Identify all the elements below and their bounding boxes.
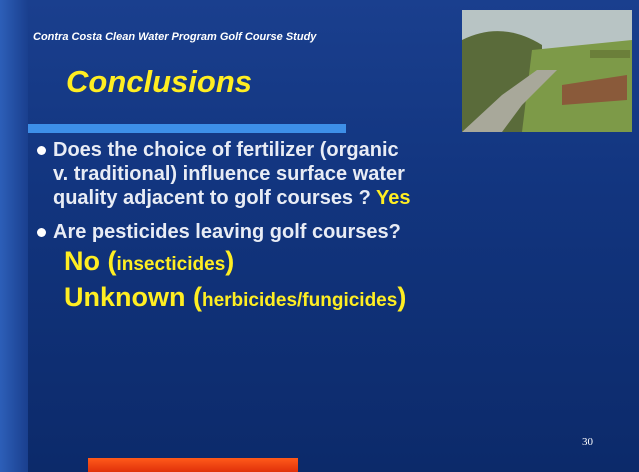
footer-bar [88,458,298,472]
answer-lead: No ( [64,246,116,276]
answer: Yes [376,187,410,209]
answer-close: ) [225,246,234,276]
bullet-dot [37,146,46,155]
bullet-line: v. traditional) influence surface water [53,162,405,186]
bullet-line: Does the choice of fertilizer (organic [53,138,399,162]
answer-line: Unknown (herbicides/fungicides) [64,282,406,313]
slide: Contra Costa Clean Water Program Golf Co… [0,0,639,472]
answer-detail: insecticides [116,254,225,275]
answer-line: No (insecticides) [64,246,234,277]
answer-close: ) [397,282,406,312]
page-number: 30 [582,436,593,448]
header-study: Contra Costa Clean Water Program Golf Co… [33,31,316,43]
title: Conclusions [66,64,252,100]
photo [462,10,632,132]
title-rule [28,124,346,133]
left-band [0,0,28,472]
bullet-dot [37,228,46,237]
answer-lead: Unknown ( [64,282,202,312]
answer-detail: herbicides/fungicides [202,290,397,311]
bullet-text: quality adjacent to golf courses ? [53,187,371,209]
bullet-line: Are pesticides leaving golf courses? [53,220,401,244]
bullet-line: quality adjacent to golf courses ? Yes [53,186,411,210]
